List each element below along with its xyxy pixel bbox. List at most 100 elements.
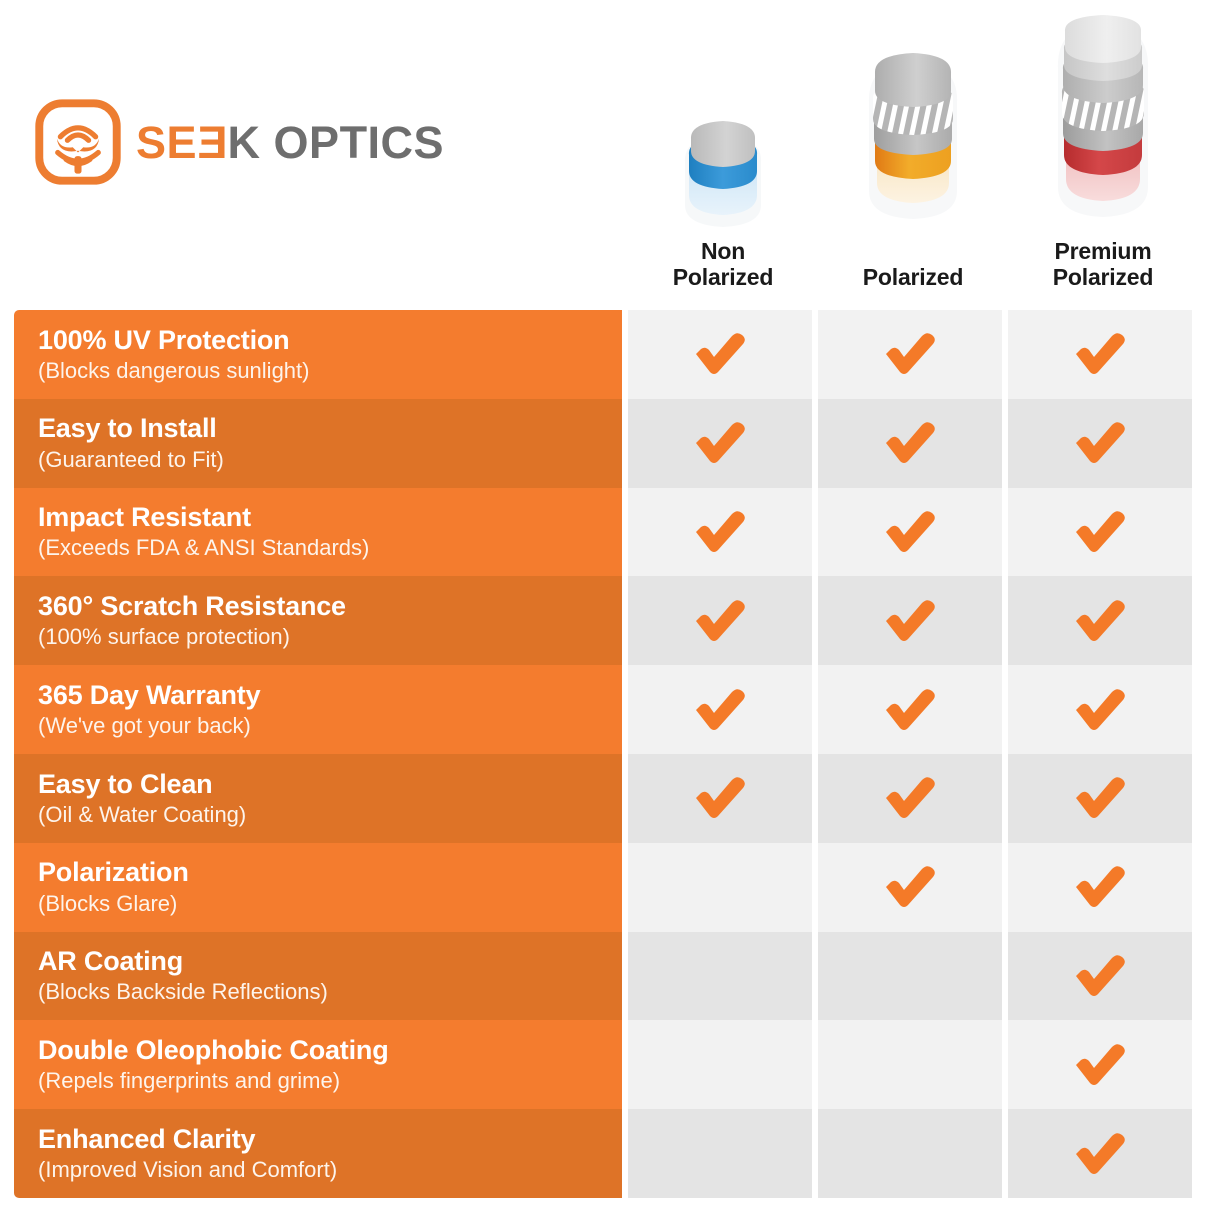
column-label-line1: Non [700, 238, 746, 264]
check-cell-premium-polarized [1008, 310, 1192, 399]
feature-cell: Easy to Install (Guaranteed to Fit) [14, 398, 622, 488]
check-icon [696, 600, 745, 641]
check-cell-non-polarized [628, 487, 812, 577]
column-label-line1: Polarized [862, 264, 964, 290]
feature-subtitle: (Blocks dangerous sunlight) [38, 357, 310, 383]
feature-title: 100% UV Protection [38, 324, 290, 355]
lens-image-wrap-premium-polarized [1008, 8, 1198, 233]
column-label-premium-polarized: Premium Polarized [1008, 238, 1198, 291]
check-cell-non-polarized [628, 310, 812, 399]
check-cell-premium-polarized [1008, 665, 1192, 754]
check-cell-non-polarized [628, 753, 812, 843]
check-cell-non-polarized [628, 1020, 812, 1110]
feature-title: AR Coating [38, 946, 183, 977]
feature-cell: 360° Scratch Resistance (100% surface pro… [14, 576, 622, 666]
table-row: AR Coating (Blocks Backside Reflections) [0, 931, 1214, 1021]
check-icon [1076, 955, 1125, 996]
column-header-non-polarized: Non Polarized [628, 8, 818, 291]
check-cell-premium-polarized [1008, 398, 1192, 488]
check-cell-polarized [818, 487, 1002, 577]
feature-cell: 365 Day Warranty (We've got your back) [14, 665, 622, 754]
check-icon [1076, 333, 1125, 375]
check-cell-premium-polarized [1008, 1020, 1192, 1110]
lens-stack-blue-icon [684, 121, 762, 227]
check-icon [886, 688, 935, 730]
check-cell-non-polarized [628, 842, 812, 932]
feature-cell: Enhanced Clarity (Improved Vision and Com… [14, 1109, 622, 1198]
feature-subtitle: (Blocks Glare) [38, 890, 178, 916]
check-cell-polarized [818, 1020, 1002, 1110]
brand-name-k: K [227, 116, 261, 168]
brand-name-se: SE [136, 116, 198, 168]
check-cell-polarized [818, 1109, 1002, 1198]
check-icon [886, 777, 935, 819]
feature-cell: Impact Resistant (Exceeds FDA & ANSI Stan… [14, 487, 622, 577]
check-cell-polarized [818, 398, 1002, 488]
feature-title: Polarization [38, 857, 189, 888]
check-icon [696, 777, 745, 819]
check-icon [696, 688, 745, 730]
check-cell-non-polarized [628, 1109, 812, 1198]
table-row: Double Oleophobic Coating (Repels fingerp… [0, 1020, 1214, 1110]
feature-title: Impact Resistant [38, 502, 251, 533]
table-row: Enhanced Clarity (Improved Vision and Com… [0, 1109, 1214, 1198]
check-cell-polarized [818, 665, 1002, 754]
table-row: Easy to Install (Guaranteed to Fit) [0, 398, 1214, 488]
lens-stack-red-icon [1057, 15, 1149, 217]
check-cell-premium-polarized [1008, 487, 1192, 577]
check-icon [1076, 1132, 1125, 1174]
brand-logo: SEEK OPTICS [34, 98, 444, 186]
feature-title: Easy to Clean [38, 768, 213, 799]
feature-title: 365 Day Warranty [38, 679, 261, 710]
check-icon [1076, 511, 1125, 552]
check-cell-premium-polarized [1008, 1109, 1192, 1198]
column-label-line2: Polarized [1052, 263, 1154, 290]
check-cell-polarized [818, 931, 1002, 1021]
check-cell-non-polarized [628, 398, 812, 488]
column-header-premium-polarized: Premium Polarized [1008, 8, 1198, 291]
check-cell-non-polarized [628, 931, 812, 1021]
brand-name-optics: OPTICS [260, 116, 445, 168]
check-icon [1076, 866, 1125, 908]
feature-cell: Polarization (Blocks Glare) [14, 842, 622, 932]
check-cell-polarized [818, 842, 1002, 932]
feature-cell: Easy to Clean (Oil & Water Coating) [14, 753, 622, 843]
feature-subtitle: (Exceeds FDA & ANSI Standards) [38, 535, 370, 561]
check-icon [1076, 777, 1125, 819]
check-icon [886, 600, 935, 641]
feature-title: Double Oleophobic Coating [38, 1035, 389, 1066]
check-cell-non-polarized [628, 576, 812, 666]
check-cell-premium-polarized [1008, 753, 1192, 843]
feature-subtitle: (Blocks Backside Reflections) [38, 979, 328, 1005]
check-icon [1076, 688, 1125, 730]
check-icon [886, 422, 935, 464]
check-cell-polarized [818, 753, 1002, 843]
column-label-non-polarized: Non Polarized [628, 238, 818, 291]
check-icon [1076, 1043, 1125, 1085]
check-cell-polarized [818, 576, 1002, 666]
check-icon [1076, 600, 1125, 641]
table-row: 360° Scratch Resistance (100% surface pro… [0, 576, 1214, 666]
feature-cell: AR Coating (Blocks Backside Reflections) [14, 931, 622, 1021]
feature-cell: 100% UV Protection (Blocks dangerous sunl… [14, 310, 622, 399]
feature-subtitle: (We've got your back) [38, 712, 251, 738]
brand-name-reversed-e: E [197, 116, 228, 168]
check-icon [886, 511, 935, 552]
check-icon [696, 511, 745, 552]
lens-stack-amber-icon [868, 53, 958, 219]
feature-subtitle: (Guaranteed to Fit) [38, 446, 224, 472]
table-row: Impact Resistant (Exceeds FDA & ANSI Stan… [0, 487, 1214, 577]
check-icon [886, 333, 935, 375]
feature-title: Easy to Install [38, 413, 217, 444]
check-icon [886, 866, 935, 908]
feature-subtitle: (Oil & Water Coating) [38, 801, 247, 827]
check-cell-premium-polarized [1008, 931, 1192, 1021]
check-icon [1076, 422, 1125, 464]
table-row: Polarization (Blocks Glare) [0, 842, 1214, 932]
column-label-line2: Polarized [672, 263, 774, 290]
table-row: Easy to Clean (Oil & Water Coating) [0, 753, 1214, 843]
check-icon [696, 333, 745, 375]
feature-title: 360° Scratch Resistance [38, 591, 346, 622]
check-cell-premium-polarized [1008, 842, 1192, 932]
